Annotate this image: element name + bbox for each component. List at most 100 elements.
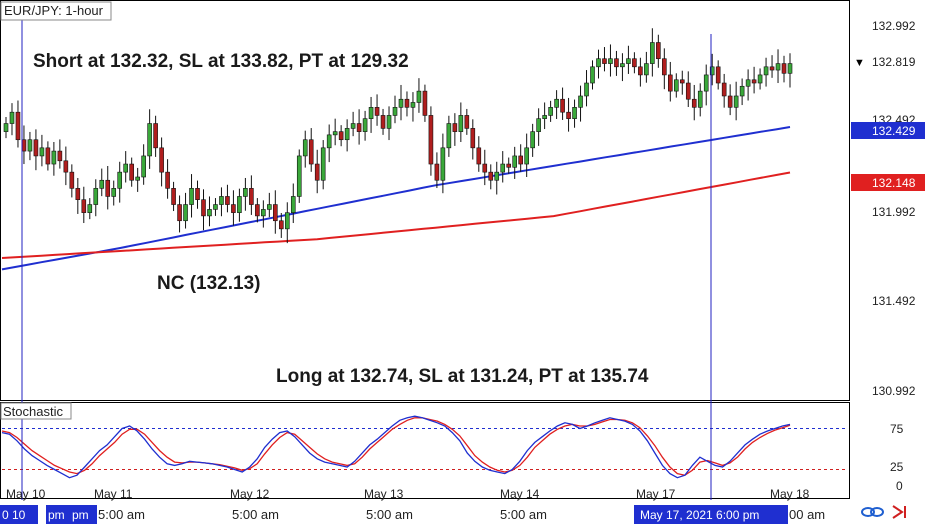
candle-up (596, 58, 601, 68)
candle-down (721, 82, 727, 97)
candle-up (572, 107, 577, 119)
candle-up (135, 176, 140, 181)
stoch-plot-frame (0, 402, 850, 499)
stoch-k-line (1, 415, 791, 479)
candle-down (171, 188, 176, 205)
candle-down (482, 163, 488, 173)
candle-down (518, 155, 523, 165)
candle-up (302, 139, 308, 157)
candle-up (243, 188, 248, 197)
candle-up (189, 188, 194, 205)
candle-up (267, 204, 272, 210)
stoch-d-line (1, 417, 791, 476)
badge-red-label: 132.148 (872, 176, 916, 190)
candle-down (380, 115, 386, 129)
time-label: May 14 (500, 487, 540, 501)
candle-down (278, 220, 284, 230)
left-time-fragment: pm (72, 508, 89, 522)
scroll-time-label: 5:00 am (98, 507, 145, 522)
candle-down (105, 179, 111, 197)
cursor-time-badge (634, 505, 788, 524)
candle-down (476, 147, 482, 165)
time-label: May 12 (230, 487, 270, 501)
annotation-long: Long at 132.74, SL at 131.24, PT at 135.… (276, 366, 649, 387)
candle-up (362, 118, 368, 132)
candle-up (326, 134, 332, 149)
candle-up (386, 115, 392, 129)
candle-down (177, 204, 182, 222)
candle-up (626, 58, 631, 64)
candle-up (27, 139, 33, 152)
candle-up (673, 79, 679, 92)
candle-up (416, 90, 422, 103)
stoch-level-label: 25 (890, 460, 904, 474)
candle-down (506, 163, 512, 168)
candle-up (51, 150, 57, 165)
candle-down (422, 90, 428, 116)
candle-down (338, 131, 344, 141)
candle-up (117, 171, 123, 189)
candle-up (219, 196, 224, 205)
candle-down (69, 171, 75, 189)
candle-up (644, 63, 649, 76)
stoch-title-box (0, 402, 72, 420)
candle-down (638, 66, 643, 76)
candle-down (679, 79, 685, 84)
candle-down (75, 188, 81, 200)
scroll-right-icon[interactable] (892, 505, 906, 519)
candle-down (452, 123, 458, 132)
candle-down (464, 115, 470, 129)
candle-down (129, 163, 134, 181)
link-icon[interactable] (861, 507, 884, 517)
candle-down (614, 58, 619, 68)
candle-down (566, 111, 571, 119)
stoch-title: Stochastic (3, 404, 63, 419)
candle-up (697, 90, 703, 108)
candle-up (3, 123, 9, 132)
price-tick-label: 131.992 (872, 205, 916, 219)
left-time-fragment: 0 10 (2, 508, 26, 522)
candle-down (255, 204, 260, 217)
candle-down (63, 160, 69, 173)
candle-up (530, 131, 535, 149)
candle-down (15, 111, 21, 141)
candle-down (560, 98, 565, 113)
candle-down (602, 58, 607, 64)
candle-down (727, 95, 733, 108)
candle-up (739, 85, 745, 97)
candle-up (332, 131, 338, 136)
candle-down (33, 139, 39, 157)
scroll-time-label: 5:00 am (500, 507, 547, 522)
candle-down (428, 115, 434, 165)
candle-down (231, 204, 236, 213)
candle-down (374, 107, 380, 116)
candle-up (93, 188, 99, 205)
badge-blue-label: 132.429 (872, 124, 916, 138)
candle-down (308, 139, 314, 165)
candle-up (458, 115, 464, 132)
candle-up (548, 107, 553, 116)
candle-down (314, 163, 320, 181)
candle-down (470, 128, 476, 149)
candle-up (590, 66, 595, 84)
price-badge-blue-ma: 132.429 (851, 122, 925, 139)
stochastic-layer (1, 415, 848, 479)
candle-down (356, 123, 362, 132)
candle-up (650, 42, 655, 64)
candle-up (608, 58, 613, 64)
candle-down (685, 82, 691, 100)
price-badge-red-ma: 132.148 (851, 174, 925, 191)
scroll-time-label: 00 am (789, 507, 825, 522)
annotation-nc: NC (132.13) (157, 273, 261, 294)
candle-down (656, 42, 661, 60)
candle-down (57, 150, 63, 162)
candle-down (201, 199, 206, 217)
price-axis: 132.992 132.492 131.992 131.492 130.992 (872, 19, 916, 398)
candle-down (159, 147, 164, 173)
candle-up (368, 107, 374, 119)
candle-up (213, 204, 218, 210)
candle-up (512, 155, 518, 168)
candle-up (733, 95, 739, 108)
candle-up (524, 147, 529, 165)
